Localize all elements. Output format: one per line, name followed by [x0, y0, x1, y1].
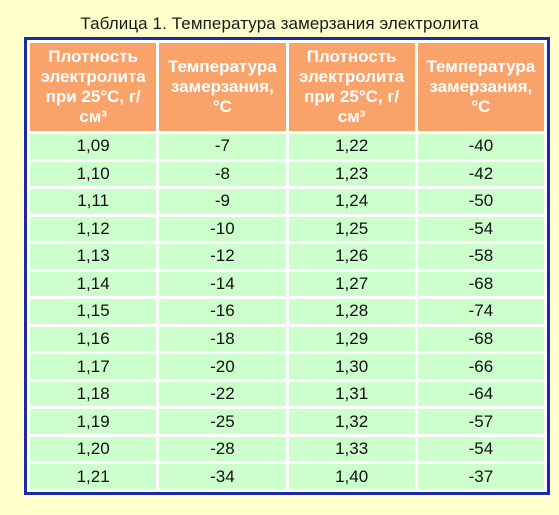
table-body: 1,09 -7 1,22 -40 1,10 -8 1,23 -42 1,11 -9 1,24 -50 1…: [30, 134, 544, 489]
cell-freezing-temp-1: -9: [159, 189, 286, 214]
table-row: 1,11 -9 1,24 -50: [30, 189, 544, 214]
cell-freezing-temp-1: -22: [159, 381, 286, 407]
cell-freezing-temp-2: -64: [417, 381, 544, 407]
cell-density-1: 1,17: [30, 354, 157, 379]
table-row: 1,13 -12 1,26 -58: [30, 244, 544, 269]
cell-density-2: 1,24: [288, 189, 415, 214]
cell-density-2: 1,30: [288, 354, 415, 379]
table-row: 1,14 -14 1,27 -68: [30, 271, 544, 297]
table-row: 1,19 -25 1,32 -57: [30, 409, 544, 434]
freezing-temperature-table: Плотность электролита при 25°С, г/см³ Те…: [24, 37, 550, 495]
cell-freezing-temp-2: -40: [417, 134, 544, 159]
cell-density-1: 1,14: [30, 271, 157, 297]
cell-freezing-temp-1: -18: [159, 326, 286, 352]
cell-density-2: 1,23: [288, 161, 415, 187]
cell-density-1: 1,21: [30, 464, 157, 489]
cell-density-1: 1,10: [30, 161, 157, 187]
cell-freezing-temp-2: -42: [417, 161, 544, 187]
cell-density-2: 1,31: [288, 381, 415, 407]
table-row: 1,16 -18 1,29 -68: [30, 326, 544, 352]
cell-freezing-temp-1: -16: [159, 299, 286, 324]
cell-density-2: 1,33: [288, 436, 415, 462]
header-freezing-temp-2: Температура замерзания, °С: [417, 43, 544, 131]
table-header-row: Плотность электролита при 25°С, г/см³ Те…: [30, 43, 544, 131]
cell-freezing-temp-1: -20: [159, 354, 286, 379]
cell-freezing-temp-1: -7: [159, 134, 286, 159]
cell-freezing-temp-1: -34: [159, 464, 286, 489]
cell-density-1: 1,18: [30, 381, 157, 407]
table-row: 1,12 -10 1,25 -54: [30, 216, 544, 242]
cell-density-1: 1,16: [30, 326, 157, 352]
cell-density-1: 1,09: [30, 134, 157, 159]
cell-density-1: 1,19: [30, 409, 157, 434]
header-density-1: Плотность электролита при 25°С, г/см³: [30, 43, 157, 131]
table-row: 1,20 -28 1,33 -54: [30, 436, 544, 462]
cell-freezing-temp-2: -54: [417, 216, 544, 242]
cell-freezing-temp-2: -68: [417, 271, 544, 297]
cell-freezing-temp-2: -74: [417, 299, 544, 324]
cell-freezing-temp-2: -54: [417, 436, 544, 462]
cell-freezing-temp-2: -37: [417, 464, 544, 489]
cell-freezing-temp-2: -50: [417, 189, 544, 214]
table-row: 1,15 -16 1,28 -74: [30, 299, 544, 324]
table-row: 1,10 -8 1,23 -42: [30, 161, 544, 187]
cell-density-2: 1,27: [288, 271, 415, 297]
cell-density-1: 1,11: [30, 189, 157, 214]
cell-density-2: 1,28: [288, 299, 415, 324]
cell-density-2: 1,25: [288, 216, 415, 242]
cell-freezing-temp-1: -12: [159, 244, 286, 269]
cell-density-2: 1,40: [288, 464, 415, 489]
cell-freezing-temp-1: -25: [159, 409, 286, 434]
table-caption: Таблица 1. Температура замерзания электр…: [80, 14, 479, 33]
cell-freezing-temp-1: -10: [159, 216, 286, 242]
cell-freezing-temp-2: -58: [417, 244, 544, 269]
header-density-2: Плотность электролита при 25°С, г/см³: [288, 43, 415, 131]
cell-density-1: 1,20: [30, 436, 157, 462]
table-row: 1,21 -34 1,40 -37: [30, 464, 544, 489]
cell-freezing-temp-1: -28: [159, 436, 286, 462]
cell-density-2: 1,26: [288, 244, 415, 269]
cell-density-1: 1,12: [30, 216, 157, 242]
cell-freezing-temp-1: -14: [159, 271, 286, 297]
cell-freezing-temp-2: -68: [417, 326, 544, 352]
cell-freezing-temp-2: -57: [417, 409, 544, 434]
table-row: 1,18 -22 1,31 -64: [30, 381, 544, 407]
cell-freezing-temp-1: -8: [159, 161, 286, 187]
cell-density-2: 1,22: [288, 134, 415, 159]
table-row: 1,17 -20 1,30 -66: [30, 354, 544, 379]
table-row: 1,09 -7 1,22 -40: [30, 134, 544, 159]
cell-density-1: 1,15: [30, 299, 157, 324]
cell-freezing-temp-2: -66: [417, 354, 544, 379]
cell-density-2: 1,29: [288, 326, 415, 352]
cell-density-1: 1,13: [30, 244, 157, 269]
cell-density-2: 1,32: [288, 409, 415, 434]
header-freezing-temp-1: Температура замерзания, °С: [159, 43, 286, 131]
